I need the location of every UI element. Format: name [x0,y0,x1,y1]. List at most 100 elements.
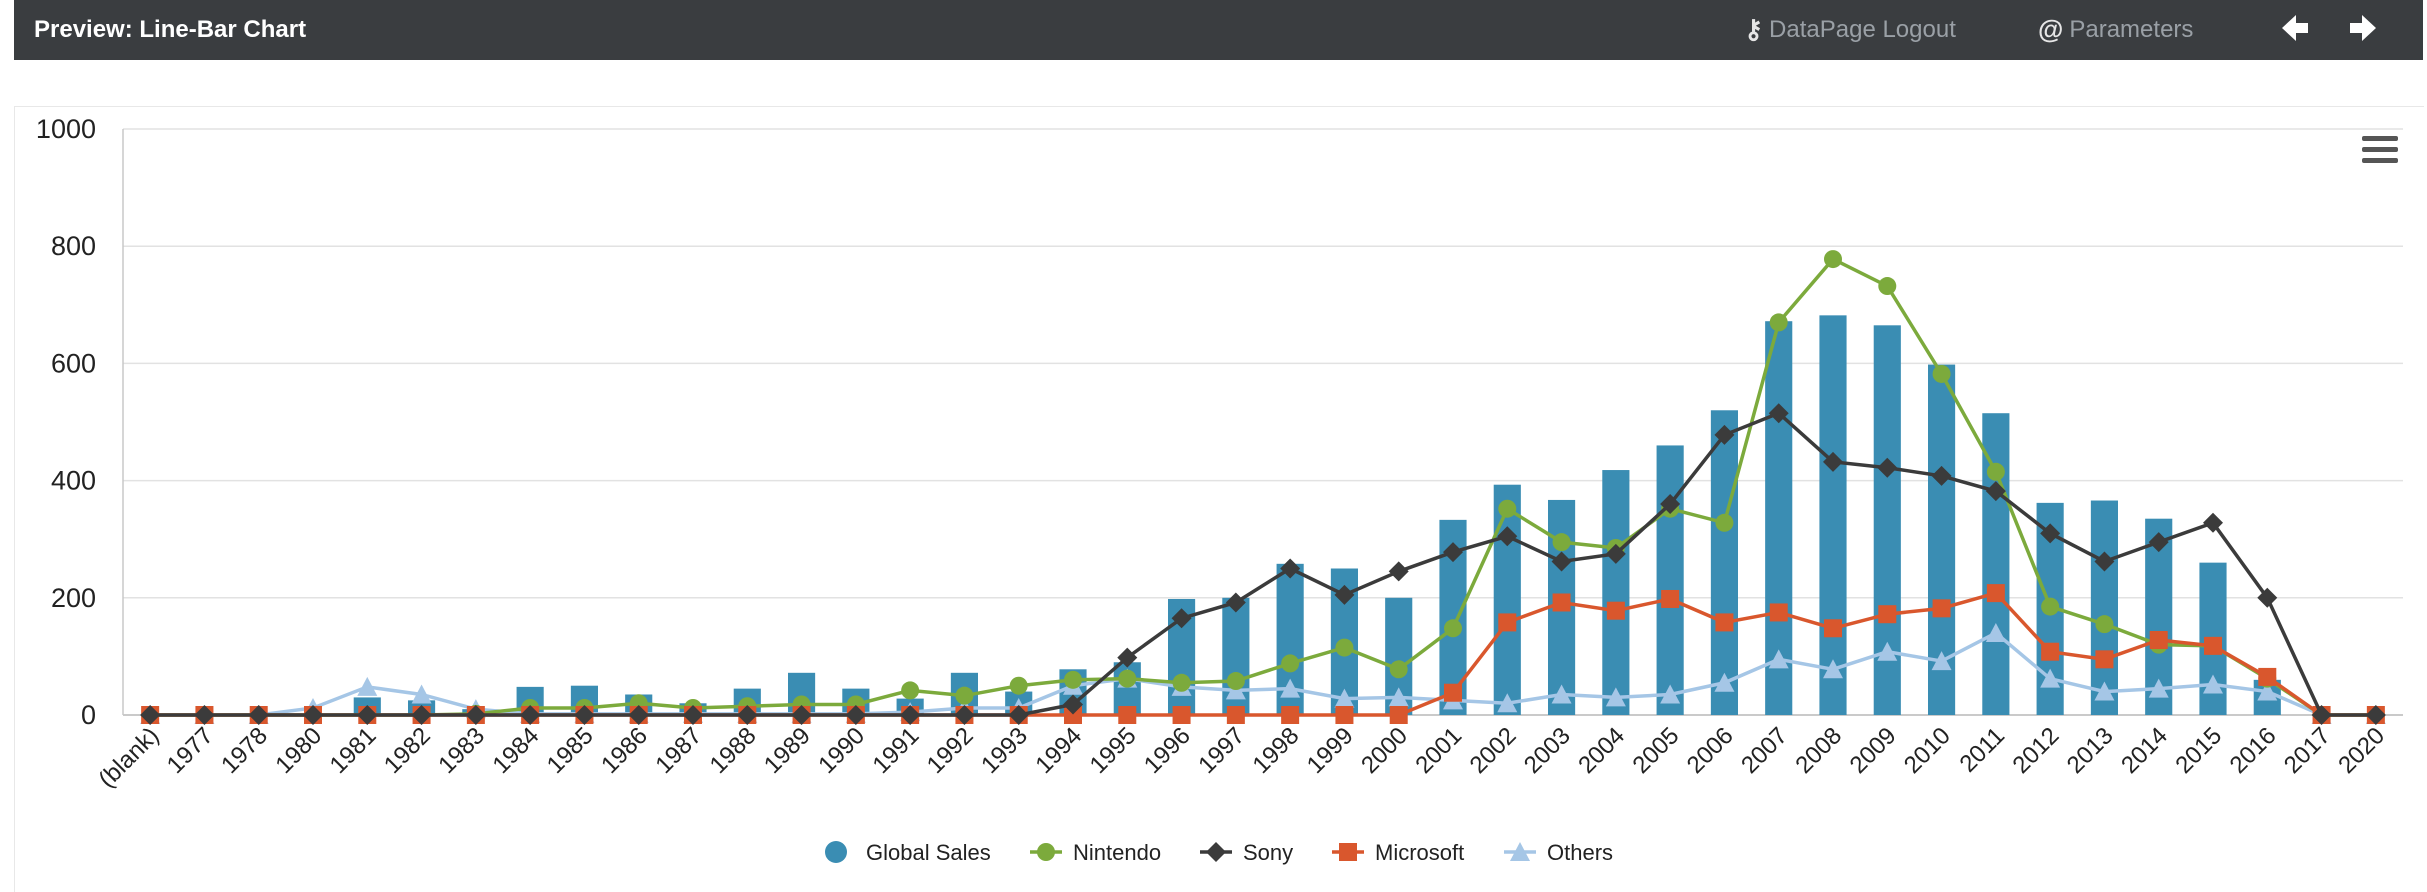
data-point [1551,551,1572,572]
bar [1602,470,1630,715]
data-point [1172,673,1191,692]
data-point [1715,513,1734,532]
data-point [303,705,323,725]
y-tick-label: 800 [51,231,96,261]
data-point [357,676,378,696]
logout-label: DataPage Logout [1769,15,1956,43]
at-icon: @ [2038,14,2064,44]
data-point [1497,526,1518,547]
page-title: Preview: Line-Bar Chart [34,16,307,43]
data-point [1118,669,1137,688]
legend-label: Nintendo [1073,840,1161,865]
data-point [1117,647,1138,668]
data-point [1171,608,1192,629]
data-point [1932,364,1951,383]
data-point [194,705,215,725]
x-tick-label: 2012 [2008,722,2065,779]
data-point [2041,642,2060,661]
data-point [2041,597,2060,616]
legend-item[interactable]: Microsoft [1332,840,1464,865]
data-point [520,705,541,725]
arrow-right-icon[interactable] [2348,10,2378,54]
data-point [2094,681,2115,701]
data-point [2257,587,2278,608]
data-point [1660,494,1681,515]
x-tick-label: 1990 [813,722,870,779]
data-point [1552,533,1571,552]
data-point [1768,403,1789,424]
data-point [2040,668,2061,688]
data-point [1986,462,2005,481]
data-point [1552,593,1571,612]
data-point [1226,706,1245,724]
x-tick-label: 1978 [216,722,273,779]
data-point [1823,659,1843,679]
data-point [1281,706,1300,724]
data-point [1388,687,1409,707]
data-point [1769,313,1788,332]
x-tick-label: 1992 [922,722,979,779]
legend-item[interactable]: Others [1504,840,1613,865]
data-point [1335,638,1354,657]
x-tick-label: 1982 [379,722,436,779]
bar [1819,315,1847,715]
y-tick-label: 600 [51,348,96,378]
data-point [2204,636,2222,655]
x-tick-label: 1996 [1139,722,1196,779]
bar [1982,413,2010,715]
x-tick-label: 2007 [1736,722,1793,779]
y-tick-label: 400 [51,466,96,496]
x-tick-label: 1986 [596,722,653,779]
y-tick-label: 1000 [36,114,96,144]
hamburger-menu-icon[interactable] [2362,136,2398,166]
data-point [845,705,866,725]
data-point [1986,584,2005,603]
data-point [1063,694,1083,715]
logout-link[interactable]: ⚷ DataPage Logout [1744,14,1956,45]
x-tick-label: 1998 [1248,722,1305,779]
bar [1656,445,1684,715]
data-point [1768,649,1789,669]
bar [1710,410,1738,715]
data-point [954,705,975,725]
data-point [901,681,920,700]
data-point [2258,667,2277,686]
legend-symbol [1037,843,1055,861]
x-tick-label: 2003 [1519,722,1576,779]
data-point [2095,650,2114,669]
arrow-left-icon[interactable] [2280,10,2310,54]
data-point [1064,670,1082,689]
data-point [1551,684,1572,704]
data-point [791,705,812,725]
x-tick-label: 2006 [1682,722,1739,779]
x-tick-label: 1980 [270,722,327,779]
y-tick-label: 200 [51,583,96,613]
data-point [1225,592,1246,613]
legend-symbol [1339,843,1357,861]
data-point [1931,465,1952,486]
x-tick-label: 2015 [2170,722,2227,779]
x-tick-label: 2010 [1899,722,1956,779]
data-point [2203,674,2223,694]
legend-item[interactable]: Global Sales [825,840,991,865]
data-point [1878,605,1897,624]
legend-item[interactable]: Sony [1200,840,1293,865]
legend-label: Global Sales [866,840,991,865]
key-icon: ⚷ [1744,14,1764,44]
data-point [1280,558,1301,579]
data-point [1444,683,1462,702]
legend-item[interactable]: Nintendo [1030,840,1161,865]
legend-symbol [1510,842,1530,861]
data-point [1714,424,1735,445]
x-tick-label: 2000 [1356,722,1413,779]
x-tick-label: 1987 [650,722,707,779]
data-point [900,705,921,725]
data-point [1009,676,1028,695]
parameters-link[interactable]: @ Parameters [2038,14,2193,45]
x-tick-label: 2011 [1955,722,2011,778]
chart-container [14,106,2424,892]
data-point [1715,613,1734,632]
data-point [1877,457,1898,478]
x-tick-label: 1988 [705,722,762,779]
data-point [1389,660,1408,679]
